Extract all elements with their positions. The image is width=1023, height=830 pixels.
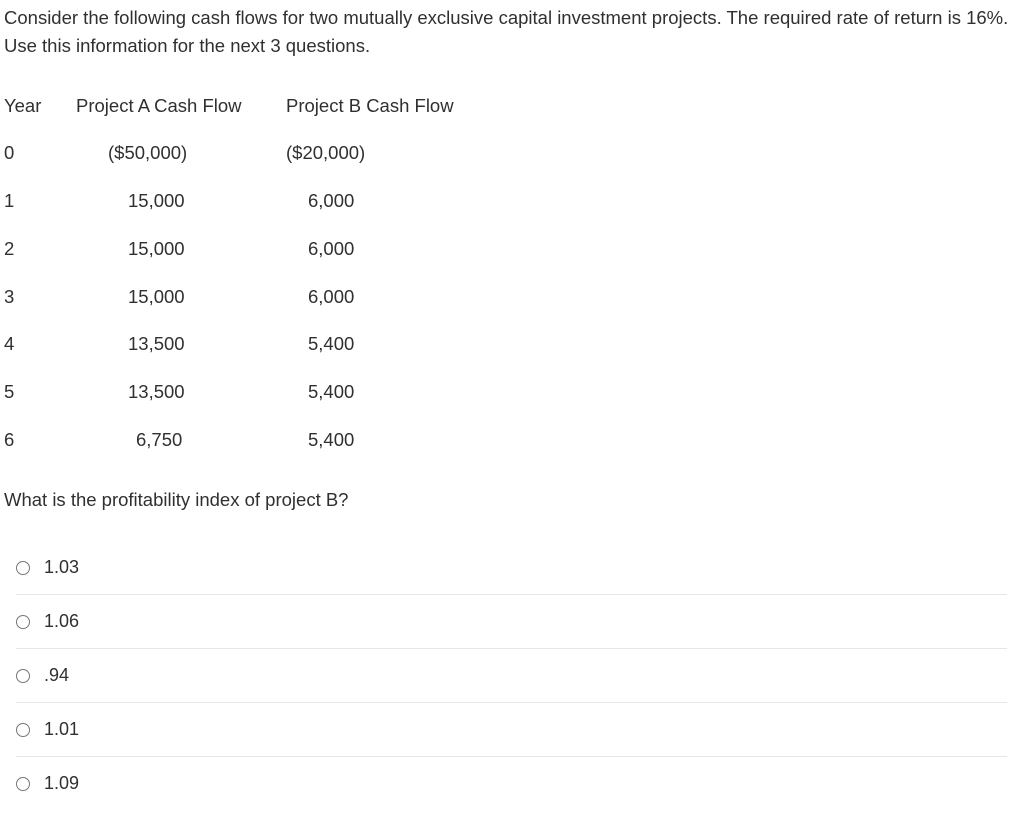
option-radio[interactable] [16, 723, 30, 737]
question-text: What is the profitability index of proje… [4, 486, 1019, 514]
option-label: .94 [44, 662, 69, 689]
option-row[interactable]: .94 [16, 649, 1007, 703]
table-row: 215,0006,000 [4, 225, 486, 273]
option-radio[interactable] [16, 777, 30, 791]
table-row: 66,7505,400 [4, 416, 486, 464]
option-radio[interactable] [16, 669, 30, 683]
cell-project-b: 5,400 [286, 416, 486, 464]
table-row: 315,0006,000 [4, 273, 486, 321]
cell-project-b: 5,400 [286, 320, 486, 368]
intro-text: Consider the following cash flows for tw… [4, 4, 1019, 60]
cash-flow-table: Year Project A Cash Flow Project B Cash … [4, 82, 486, 464]
cell-project-a: 15,000 [76, 177, 286, 225]
cell-year: 4 [4, 320, 76, 368]
option-label: 1.06 [44, 608, 79, 635]
cell-year: 0 [4, 129, 76, 177]
option-label: 1.09 [44, 770, 79, 797]
cell-year: 5 [4, 368, 76, 416]
option-label: 1.03 [44, 554, 79, 581]
table-row: 0($50,000)($20,000) [4, 129, 486, 177]
table-row: 513,5005,400 [4, 368, 486, 416]
option-row[interactable]: 1.03 [16, 541, 1007, 595]
cell-project-b: 6,000 [286, 177, 486, 225]
option-label: 1.01 [44, 716, 79, 743]
cell-project-a: ($50,000) [76, 129, 286, 177]
option-radio[interactable] [16, 561, 30, 575]
cell-project-a: 15,000 [76, 225, 286, 273]
header-project-a: Project A Cash Flow [76, 82, 286, 130]
option-row[interactable]: 1.09 [16, 757, 1007, 810]
option-row[interactable]: 1.06 [16, 595, 1007, 649]
cell-project-a: 13,500 [76, 320, 286, 368]
option-radio[interactable] [16, 615, 30, 629]
cell-project-b: 5,400 [286, 368, 486, 416]
option-row[interactable]: 1.01 [16, 703, 1007, 757]
table-row: 413,5005,400 [4, 320, 486, 368]
cell-year: 1 [4, 177, 76, 225]
cell-project-a: 6,750 [76, 416, 286, 464]
header-project-b: Project B Cash Flow [286, 82, 486, 130]
cell-project-b: 6,000 [286, 225, 486, 273]
answer-options: 1.03 1.06 .94 1.01 1.09 [4, 541, 1019, 810]
cell-project-a: 15,000 [76, 273, 286, 321]
table-header-row: Year Project A Cash Flow Project B Cash … [4, 82, 486, 130]
cell-year: 2 [4, 225, 76, 273]
header-year: Year [4, 82, 76, 130]
table-row: 115,0006,000 [4, 177, 486, 225]
cell-project-b: ($20,000) [286, 129, 486, 177]
cell-year: 3 [4, 273, 76, 321]
cell-year: 6 [4, 416, 76, 464]
cell-project-a: 13,500 [76, 368, 286, 416]
cell-project-b: 6,000 [286, 273, 486, 321]
